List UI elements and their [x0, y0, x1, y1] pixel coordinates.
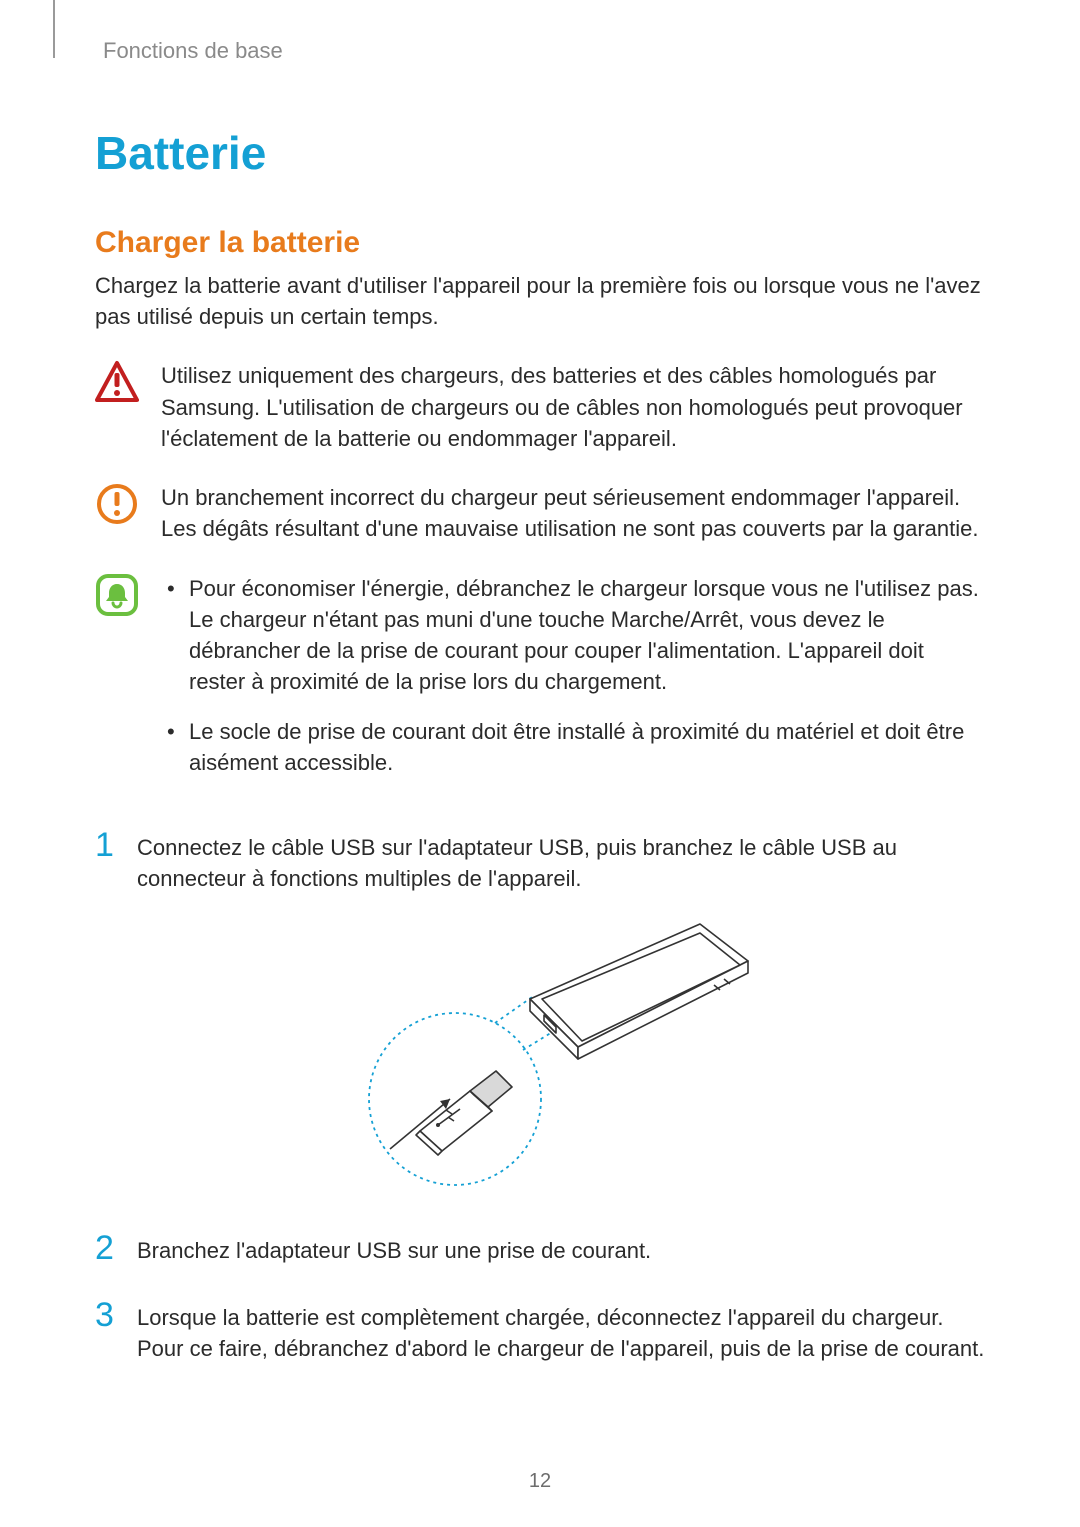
tip-bullet: Le socle de prise de courant doit être i…	[161, 716, 985, 778]
tip-bell-icon	[95, 573, 139, 617]
step-number: 2	[95, 1231, 121, 1265]
step-number: 1	[95, 828, 121, 862]
warning-triangle-icon	[95, 360, 139, 404]
step-item: 2 Branchez l'adaptateur USB sur une pris…	[95, 1235, 985, 1266]
tip-bullet: Pour économiser l'énergie, débranchez le…	[161, 573, 985, 698]
page-title: Batterie	[95, 126, 985, 180]
callout-tip: Pour économiser l'énergie, débranchez le…	[95, 573, 985, 796]
callout-text: Utilisez uniquement des chargeurs, des b…	[161, 360, 985, 454]
breadcrumb: Fonctions de base	[103, 38, 985, 64]
callout-caution: Un branchement incorrect du chargeur peu…	[95, 482, 985, 544]
step-text: Branchez l'adaptateur USB sur une prise …	[137, 1235, 651, 1266]
illustration-wrap	[95, 919, 985, 1199]
intro-paragraph: Chargez la batterie avant d'utiliser l'a…	[95, 270, 985, 332]
callout-text: Pour économiser l'énergie, débranchez le…	[161, 573, 985, 796]
section-heading: Charger la batterie	[95, 226, 985, 260]
step-item: 1 Connectez le câble USB sur l'adaptateu…	[95, 832, 985, 894]
page-number: 12	[0, 1470, 1080, 1493]
header-rule	[53, 0, 55, 58]
step-text: Lorsque la batterie est complètement cha…	[137, 1302, 985, 1364]
caution-circle-icon	[95, 482, 139, 526]
step-text: Connectez le câble USB sur l'adaptateur …	[137, 832, 985, 894]
step-item: 3 Lorsque la batterie est complètement c…	[95, 1302, 985, 1364]
callout-warning: Utilisez uniquement des chargeurs, des b…	[95, 360, 985, 454]
callout-text: Un branchement incorrect du chargeur peu…	[161, 482, 985, 544]
tablet-charging-illustration	[320, 919, 760, 1199]
step-number: 3	[95, 1298, 121, 1332]
